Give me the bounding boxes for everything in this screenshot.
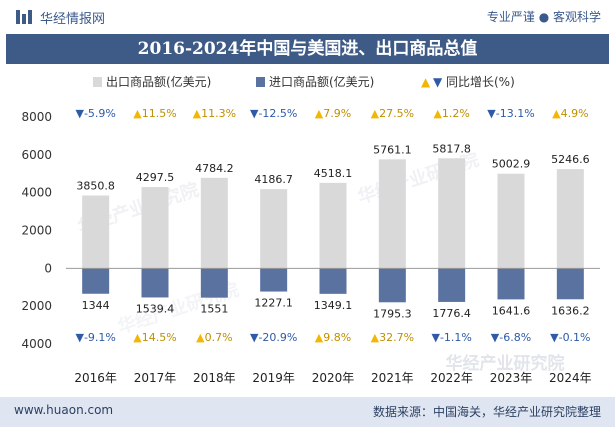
export-value-label: 5817.8 [432, 142, 471, 155]
import-value-label: 1551 [200, 303, 228, 316]
export-growth-label: ▼-13.1% [487, 107, 534, 120]
import-growth-label: ▼-6.8% [491, 331, 531, 344]
y-tick-label: 6000 [21, 148, 52, 162]
export-value-label: 4518.1 [314, 167, 353, 180]
import-growth-label: ▲14.5% [133, 331, 176, 344]
export-growth-label: ▲11.3% [193, 107, 236, 120]
import-bar [200, 268, 228, 298]
website-url: www.huaon.com [14, 403, 114, 417]
import-growth-label: ▲9.8% [315, 331, 351, 344]
export-bar [319, 182, 347, 269]
import-growth-label: ▲0.7% [196, 331, 232, 344]
export-value-label: 4297.5 [136, 171, 175, 184]
export-value-label: 5002.9 [492, 158, 531, 171]
watermark-text: 华经产业研究院 [446, 353, 565, 374]
export-value-label: 4186.7 [254, 173, 293, 186]
logo-icon [16, 10, 32, 24]
x-tick-label: 2023年 [490, 371, 533, 385]
import-growth-label: ▼-9.1% [75, 331, 115, 344]
import-growth-label: ▼-1.1% [431, 331, 471, 344]
export-value-label: 4784.2 [195, 162, 234, 175]
footer-bar: www.huaon.com 数据来源：中国海关，华经产业研究院整理 [0, 397, 615, 427]
title-bar: 2016-2024年中国与美国进、出口商品总值 [6, 34, 609, 64]
export-growth-label: ▲27.5% [371, 107, 414, 120]
export-bar [556, 169, 584, 269]
export-growth-label: ▲1.2% [433, 107, 469, 120]
import-growth-label: ▼-0.1% [550, 331, 590, 344]
import-value-label: 1349.1 [314, 299, 353, 312]
export-growth-label: ▼-5.9% [75, 107, 115, 120]
import-growth-label: ▲32.7% [371, 331, 414, 344]
export-growth-label: ▲11.5% [133, 107, 176, 120]
export-bar [260, 189, 288, 269]
header-bar: 华经情报网 专业严谨 ● 客观科学 [0, 0, 615, 34]
import-bar [438, 268, 466, 302]
export-value-label: 3850.8 [76, 179, 115, 192]
brand-name: 华经情报网 [40, 12, 106, 27]
x-tick-label: 2018年 [193, 371, 236, 385]
x-tick-label: 2017年 [134, 371, 177, 385]
legend-import-label: 进口商品额(亿美元) [269, 74, 374, 89]
y-tick-label: 4000 [21, 186, 52, 200]
import-bar [319, 268, 347, 294]
export-growth-label: ▼-12.5% [250, 107, 297, 120]
import-growth-label: ▼-20.9% [250, 331, 297, 344]
import-value-label: 1641.6 [492, 304, 531, 317]
y-tick-label: 8000 [21, 110, 52, 124]
y-tick-label: 0 [44, 261, 52, 275]
legend-import-swatch [256, 77, 265, 87]
tagline: 专业严谨 ● 客观科学 [486, 10, 601, 24]
import-value-label: 1344 [82, 299, 110, 312]
export-value-label: 5246.6 [551, 153, 590, 166]
x-tick-label: 2016年 [74, 371, 117, 385]
export-bar [497, 173, 525, 269]
export-growth-label: ▲4.9% [552, 107, 588, 120]
import-bar [141, 268, 169, 298]
import-value-label: 1795.3 [373, 307, 412, 320]
export-bar [141, 187, 169, 269]
import-value-label: 1636.2 [551, 304, 590, 317]
export-bar [82, 195, 110, 269]
legend-up-arrow-icon: ▲ [421, 75, 431, 89]
legend-export-swatch [93, 77, 102, 87]
x-tick-label: 2021年 [371, 371, 414, 385]
import-value-label: 1776.4 [432, 307, 471, 320]
x-tick-label: 2024年 [549, 371, 592, 385]
x-tick-label: 2020年 [312, 371, 355, 385]
legend-growth-label: 同比增长(%) [446, 75, 515, 89]
import-bar [260, 268, 288, 292]
legend-export-label: 出口商品额(亿美元) [106, 74, 211, 89]
x-tick-label: 2019年 [252, 371, 295, 385]
export-bar [200, 177, 228, 269]
export-bar [378, 159, 406, 269]
x-tick-label: 2022年 [430, 371, 473, 385]
export-bar [438, 158, 466, 269]
import-bar [378, 268, 406, 303]
data-source: 数据来源：中国海关，华经产业研究院整理 [372, 405, 601, 419]
y-tick-label: 4000 [21, 337, 52, 351]
import-value-label: 1227.1 [254, 297, 293, 310]
import-bar [497, 268, 525, 300]
y-tick-label: 2000 [21, 299, 52, 313]
chart-title: 2016-2024年中国与美国进、出口商品总值 [137, 39, 478, 59]
import-value-label: 1539.4 [136, 302, 175, 315]
import-bar [556, 268, 584, 300]
y-tick-label: 2000 [21, 224, 52, 238]
legend-down-arrow-icon: ▼ [433, 75, 443, 89]
export-value-label: 5761.1 [373, 143, 412, 156]
import-bar [82, 268, 110, 294]
export-growth-label: ▲7.9% [315, 107, 351, 120]
